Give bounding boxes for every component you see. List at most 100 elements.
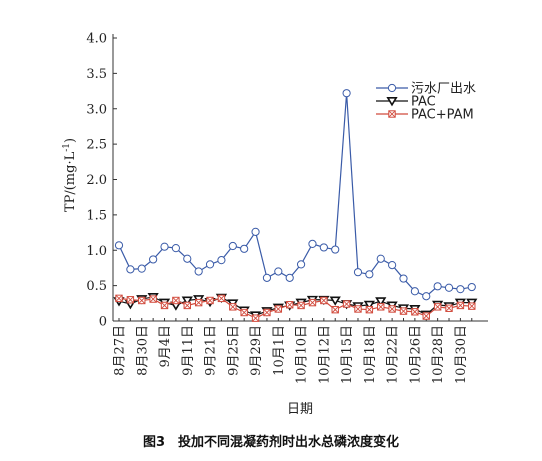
y-tick-label: 0.5 <box>86 279 107 294</box>
data-point <box>205 260 215 269</box>
x-tick-label: 9月25日 <box>226 325 241 376</box>
data-point <box>353 268 363 277</box>
data-point <box>308 239 317 248</box>
x-tick-label: 9月4日 <box>158 325 173 368</box>
data-point <box>240 244 249 253</box>
y-tick-label: 3.5 <box>86 67 107 82</box>
legend-marker <box>387 83 397 93</box>
y-axis-label-close: ) <box>63 138 78 143</box>
data-point <box>274 305 283 313</box>
x-tick-label: 10月1日 <box>272 325 287 376</box>
data-point <box>308 298 317 307</box>
series-0 <box>114 89 476 301</box>
data-point <box>422 312 430 320</box>
x-tick-label: 9月29日 <box>249 325 264 376</box>
series-1 <box>113 292 478 321</box>
x-tick-label: 10月26日 <box>408 325 423 384</box>
data-point <box>126 296 135 304</box>
data-point <box>171 244 180 253</box>
data-point <box>365 270 374 279</box>
data-point <box>274 267 283 276</box>
x-tick-label: 8月27日 <box>113 325 128 376</box>
data-point <box>410 287 419 296</box>
data-point <box>194 267 203 276</box>
x-tick-label: 10月22日 <box>386 325 401 384</box>
x-tick-label: 10月15日 <box>340 325 355 384</box>
series-group <box>113 89 478 322</box>
data-point <box>115 294 123 303</box>
data-point <box>377 303 385 311</box>
data-point <box>240 308 248 317</box>
data-point <box>172 296 180 305</box>
y-tick-label: 1.5 <box>86 208 107 223</box>
y-axis-label: TP/(mg·L-1) <box>62 138 78 212</box>
data-point <box>331 305 339 314</box>
data-point <box>444 283 454 292</box>
legend-label: 污水厂出水 <box>411 82 476 97</box>
data-point <box>399 274 408 283</box>
data-point <box>183 301 191 310</box>
data-point <box>376 254 385 263</box>
series-line <box>118 93 472 297</box>
data-point <box>365 305 374 314</box>
data-point <box>320 296 328 305</box>
data-point <box>456 285 465 294</box>
data-point <box>342 300 351 308</box>
x-tick-label: 9月11日 <box>181 325 196 376</box>
y-axis-label-base: TP/(mg·L <box>63 151 78 212</box>
y-tick-label: 1.0 <box>86 244 107 259</box>
legend-entry: PAC+PAM <box>376 108 474 123</box>
legend-label: PAC+PAM <box>411 108 474 123</box>
data-point <box>263 308 271 317</box>
data-point <box>149 295 157 303</box>
data-point <box>286 301 294 309</box>
data-point <box>126 265 135 274</box>
data-point <box>217 256 226 265</box>
y-tick-label: 2.0 <box>86 173 107 188</box>
figure-caption: 图3 投加不同混凝药剂时出水总磷浓度变化 <box>143 434 399 450</box>
data-point <box>375 297 387 307</box>
data-point <box>285 273 294 282</box>
data-point <box>217 294 226 303</box>
data-point <box>262 273 272 282</box>
data-point <box>319 243 328 252</box>
data-point <box>445 304 453 312</box>
data-point <box>206 296 214 305</box>
legend-marker <box>388 110 396 118</box>
data-point <box>468 302 476 310</box>
data-point <box>138 296 146 305</box>
x-tick-label: 10月18日 <box>363 325 378 384</box>
legend-marker <box>386 97 398 107</box>
data-point <box>433 303 442 311</box>
y-tick-label: 3.0 <box>86 102 107 117</box>
data-point <box>194 298 203 307</box>
data-point <box>399 307 408 315</box>
data-point <box>251 314 260 322</box>
series-2 <box>115 294 476 322</box>
y-tick-label: 4.0 <box>86 32 107 47</box>
legend-entry: 污水厂出水 <box>376 82 476 97</box>
data-point <box>137 264 146 273</box>
data-point <box>183 254 192 263</box>
x-tick-label: 9月21日 <box>204 325 219 376</box>
data-point <box>354 305 362 313</box>
data-point <box>251 227 260 236</box>
data-point <box>160 301 169 310</box>
data-point <box>388 305 396 313</box>
data-point <box>160 242 169 251</box>
x-tick-label: 10月30日 <box>454 325 469 384</box>
data-point <box>228 241 237 251</box>
data-point <box>149 255 158 264</box>
series-line <box>118 297 472 319</box>
data-point <box>363 300 375 311</box>
legend-label: PAC <box>411 95 436 110</box>
x-axis-label: 日期 <box>287 402 313 417</box>
data-point <box>456 301 465 310</box>
data-point <box>331 245 340 254</box>
y-tick-label: 0 <box>99 315 107 330</box>
data-point <box>329 296 341 306</box>
x-tick-label: 8月30日 <box>135 325 150 376</box>
data-point <box>296 260 306 269</box>
